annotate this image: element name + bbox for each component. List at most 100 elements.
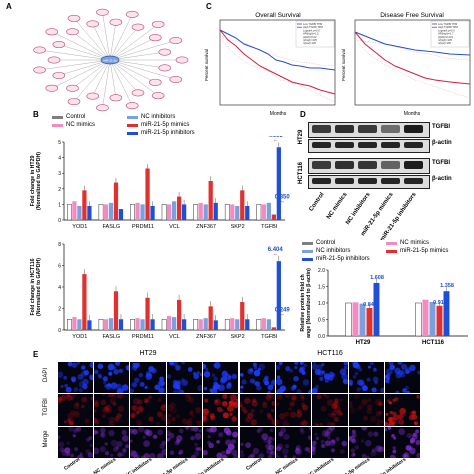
bar <box>208 306 213 330</box>
blot-label-actin-hct116: β-actin <box>432 176 452 182</box>
imaging-group-ht29: HT29 <box>139 350 157 357</box>
cell-blob <box>67 413 74 420</box>
cell-blob <box>259 409 264 414</box>
cell-blob <box>95 430 99 434</box>
cell-blob <box>161 381 165 386</box>
cell-blob <box>229 412 233 417</box>
cell-blob <box>181 418 188 425</box>
network-node <box>47 56 61 64</box>
cell-blob <box>69 421 73 426</box>
bar <box>359 303 366 336</box>
cell-blob <box>105 383 113 390</box>
legend-label: miR-21-5p inhibitors <box>316 256 370 262</box>
cell-blob <box>351 429 356 434</box>
cell-blob <box>403 451 409 457</box>
cell-blob <box>300 362 304 365</box>
cell-blob <box>265 395 272 402</box>
cell-blob <box>118 368 124 374</box>
cell-blob <box>130 412 137 419</box>
cell-blob <box>69 421 75 426</box>
cell-blob <box>107 394 114 398</box>
blot-band <box>381 161 400 169</box>
cell-blob <box>59 447 65 452</box>
cell-blob <box>154 384 161 391</box>
imaging-row-tgfbi: TGFBI <box>43 398 49 416</box>
cell-blob <box>87 451 93 458</box>
microscopy-tile <box>348 426 384 458</box>
cell-blob <box>202 408 209 416</box>
cell-blob <box>221 454 228 458</box>
microscopy-tile <box>166 394 202 426</box>
bar <box>82 274 87 330</box>
legend-d: Control NC mimics NC inhibitors miR-21-5p m… <box>300 240 472 270</box>
cell-blob <box>282 420 290 426</box>
legend-entry: miR-21-5p inhibitors <box>127 130 195 136</box>
microscopy-tile <box>384 362 420 394</box>
panel-label-a: A <box>6 2 12 11</box>
overall-survival-ylabel: Percent survival <box>204 49 209 81</box>
bar <box>352 302 359 336</box>
cell-blob <box>388 362 394 366</box>
cell-blob <box>76 362 80 365</box>
cell-blob <box>159 376 165 382</box>
data-label: 6.404 <box>268 247 284 253</box>
cell-blob <box>389 411 393 415</box>
network-edge <box>109 14 133 61</box>
x-tick-label: SKP2 <box>231 224 245 230</box>
cell-blob <box>168 432 174 439</box>
cell-blob <box>360 439 364 443</box>
cell-blob <box>316 424 320 426</box>
cell-blob <box>63 420 67 424</box>
cell-blob <box>94 369 99 375</box>
cell-blob <box>231 373 237 380</box>
cell-blob <box>81 404 85 409</box>
cell-blob <box>405 390 410 394</box>
cell-blob <box>125 443 130 449</box>
cell-blob <box>110 382 118 390</box>
cell-blob <box>104 441 109 446</box>
network-edge <box>109 59 133 106</box>
cell-blob <box>300 421 305 426</box>
cell-blob <box>340 413 344 417</box>
cell-blob <box>395 371 402 379</box>
dfs-ylabel: Percent survival <box>341 49 346 81</box>
bar <box>240 302 245 330</box>
cell-blob <box>250 452 255 458</box>
network-edge <box>92 23 111 61</box>
x-tick-label: PRDM11 <box>132 224 154 230</box>
microscopy-tile <box>130 394 166 426</box>
bar <box>118 319 124 330</box>
x-tick-label: ZNF367 <box>196 224 216 230</box>
cell-blob <box>178 428 184 433</box>
cell-blob <box>100 427 106 433</box>
cell-blob <box>169 450 174 455</box>
cell-blob <box>171 362 178 367</box>
cell-blob <box>329 439 337 446</box>
cell-blob <box>114 416 120 422</box>
network-edge <box>51 59 111 89</box>
network-edge <box>109 59 176 80</box>
dfs-low-curve <box>354 31 471 56</box>
cell-blob <box>312 446 317 452</box>
cell-blob <box>85 448 91 454</box>
cell-blob <box>209 388 213 392</box>
network-node <box>169 36 183 44</box>
cell-blob <box>299 366 306 372</box>
cell-blob <box>302 379 310 386</box>
cell-blob <box>187 367 193 372</box>
bar <box>82 190 87 220</box>
cell-blob <box>257 367 261 372</box>
network-hub <box>100 55 120 65</box>
cell-blob <box>94 418 98 423</box>
significance-mark: ** <box>438 305 442 310</box>
cell-blob <box>169 407 177 415</box>
network-node <box>175 56 189 64</box>
legend-entry: miR-21-5p inhibitors <box>302 256 370 262</box>
y-tick-label: 1.5 <box>318 285 325 291</box>
cell-blob <box>132 382 138 388</box>
cell-blob <box>70 376 77 382</box>
cell-blob <box>256 385 262 391</box>
legend-label: NC mimics <box>66 122 95 128</box>
cell-blob <box>290 394 298 401</box>
cell-blob <box>167 413 172 418</box>
